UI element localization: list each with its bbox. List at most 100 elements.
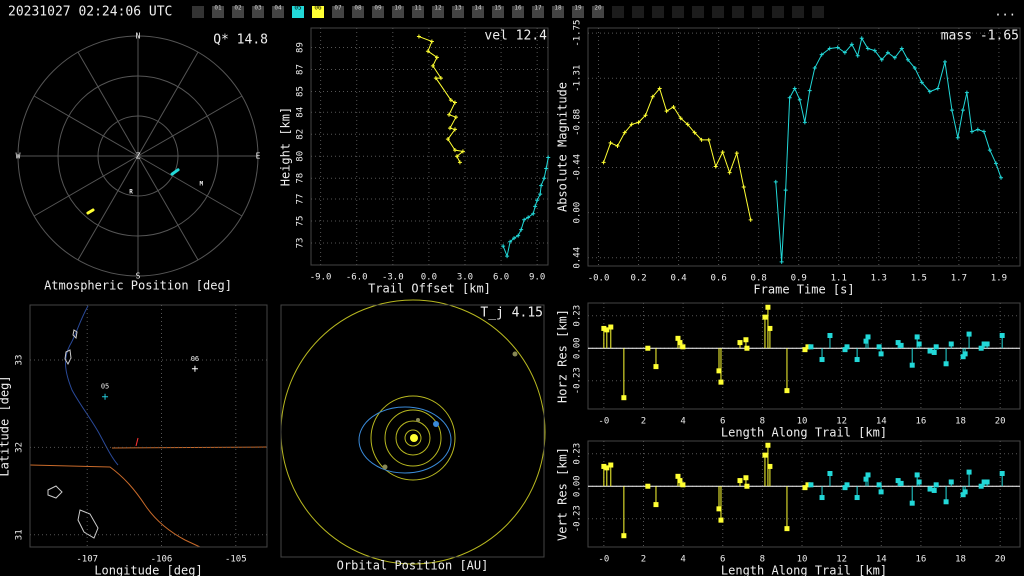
station-box[interactable] <box>432 6 444 18</box>
x-tick-label: -107 <box>76 555 98 565</box>
point <box>438 76 443 81</box>
point <box>964 90 969 95</box>
spoke <box>137 155 243 217</box>
x-tick-label: 0.6 <box>711 274 727 284</box>
station-box[interactable] <box>452 6 464 18</box>
stem-marker <box>784 526 790 532</box>
station-box[interactable] <box>332 6 344 18</box>
stem-marker <box>802 347 808 353</box>
stem-marker <box>675 335 681 341</box>
station-box[interactable] <box>392 6 404 18</box>
station-box[interactable] <box>272 6 284 18</box>
station-box[interactable] <box>472 6 484 18</box>
x-tick-label: -0.0 <box>588 274 610 284</box>
stem-marker <box>743 475 749 481</box>
y-tick-label: 77 <box>296 194 306 205</box>
x-tick-label: -3.0 <box>382 273 404 283</box>
point <box>855 53 860 58</box>
stem-marker <box>645 483 651 489</box>
x-tick-label: 6.0 <box>493 273 509 283</box>
point <box>741 185 746 190</box>
y-tick-label: 82 <box>296 129 306 140</box>
station-box[interactable] <box>232 6 244 18</box>
stem-marker <box>767 463 773 469</box>
station-box[interactable] <box>552 6 564 18</box>
y-axis-label: Latitude [deg] <box>0 375 12 476</box>
point <box>453 127 458 132</box>
stem-marker <box>966 469 972 475</box>
y-tick-label: 31 <box>15 529 25 540</box>
direction-label: E <box>256 152 261 161</box>
stem-marker <box>842 347 848 353</box>
station-box[interactable] <box>252 6 264 18</box>
stem-marker <box>876 482 882 488</box>
stem-marker <box>898 480 904 486</box>
stem-marker <box>927 486 933 492</box>
station-slot <box>692 6 704 18</box>
x-tick-label: 14 <box>876 417 887 427</box>
station-box[interactable] <box>532 6 544 18</box>
ground-track <box>135 437 139 447</box>
border <box>111 446 268 449</box>
spoke <box>77 51 139 157</box>
x-axis-label: Orbital Position [AU] <box>337 559 489 573</box>
point <box>531 211 536 216</box>
point <box>812 66 817 71</box>
station-label: 20 <box>594 5 602 12</box>
planet <box>512 351 518 357</box>
annotation: vel 12.4 <box>484 29 547 44</box>
point <box>797 97 802 102</box>
stem-marker <box>931 487 937 493</box>
point <box>425 49 430 54</box>
stem-marker <box>601 463 607 469</box>
station-box[interactable] <box>212 6 224 18</box>
point <box>872 48 877 53</box>
y-tick-label: -0.88 <box>573 109 583 136</box>
station-box[interactable] <box>312 6 324 18</box>
x-tick-label: 1.5 <box>911 274 927 284</box>
station-label: 16 <box>514 5 522 12</box>
y-axis-label: Horz Res [km] <box>556 309 570 403</box>
point <box>905 57 910 62</box>
station-label: 14 <box>474 5 482 12</box>
border <box>29 464 201 548</box>
x-tick-label: 10 <box>797 555 808 565</box>
point <box>899 46 904 51</box>
station-box[interactable] <box>592 6 604 18</box>
point <box>429 39 434 44</box>
stem-marker <box>808 344 814 350</box>
stem-marker <box>999 333 1005 339</box>
stem-marker <box>948 479 954 485</box>
station-box[interactable] <box>372 6 384 18</box>
y-tick-label: 32 <box>15 442 25 453</box>
station-box[interactable] <box>572 6 584 18</box>
station-box[interactable] <box>292 6 304 18</box>
stem-marker <box>895 478 901 484</box>
stem-marker <box>978 483 984 489</box>
x-tick-label: 10 <box>797 417 808 427</box>
station-box[interactable] <box>412 6 424 18</box>
station-label: 11 <box>414 5 422 12</box>
station-marker <box>191 365 198 372</box>
station-box[interactable] <box>492 6 504 18</box>
stem-marker <box>943 361 949 367</box>
stem-marker <box>948 341 954 347</box>
spoke <box>33 95 139 157</box>
x-axis-label: Length Along Trail [km] <box>721 426 887 440</box>
annotation: Q* 14.8 <box>213 33 268 48</box>
point <box>685 122 690 127</box>
stem-marker <box>981 479 987 485</box>
point <box>512 236 517 241</box>
point <box>835 45 840 50</box>
station-box[interactable] <box>512 6 524 18</box>
station-marker: R <box>129 188 133 195</box>
station-label: 08 <box>354 5 362 12</box>
meteoroid-orbit <box>358 406 452 474</box>
series-line <box>603 87 752 220</box>
stem-marker <box>865 334 871 340</box>
station-box[interactable] <box>352 6 364 18</box>
x-tick-label: 0.8 <box>751 274 767 284</box>
menu-button[interactable]: ... <box>994 5 1016 19</box>
x-axis-label: Longitude [deg] <box>94 564 202 576</box>
